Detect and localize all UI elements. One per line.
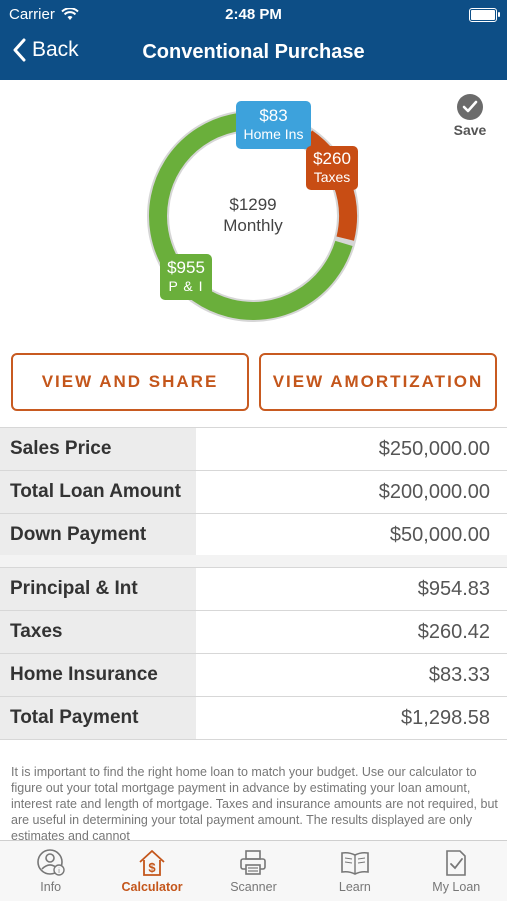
row-label: Total Payment bbox=[0, 697, 196, 739]
navigation-bar: Back Conventional Purchase bbox=[0, 28, 507, 80]
table-row-down-payment[interactable]: Down Payment $50,000.00 bbox=[0, 514, 507, 557]
tab-learn[interactable]: Learn bbox=[304, 841, 405, 901]
calculator-house-dollar-icon: $ bbox=[139, 850, 165, 876]
row-value: $250,000.00 bbox=[378, 438, 490, 460]
row-label: Down Payment bbox=[0, 514, 196, 556]
tab-label: Calculator bbox=[121, 880, 183, 894]
checkmark-icon bbox=[457, 94, 483, 120]
donut-center: $1299 Monthly bbox=[147, 194, 359, 236]
printer-icon bbox=[240, 850, 267, 875]
table-row-total-loan-amount[interactable]: Total Loan Amount $200,000.00 bbox=[0, 471, 507, 514]
loan-summary-table: Sales Price $250,000.00 Total Loan Amoun… bbox=[0, 427, 507, 557]
table-row-total-payment[interactable]: Total Payment $1,298.58 bbox=[0, 697, 507, 740]
tab-label: Learn bbox=[338, 880, 371, 894]
tab-label: My Loan bbox=[432, 880, 481, 894]
section-divider bbox=[0, 555, 507, 567]
svg-text:i: i bbox=[58, 868, 60, 875]
top-bar: Carrier 2:48 PM Back Conventional Purcha… bbox=[0, 0, 507, 80]
svg-text:$: $ bbox=[148, 860, 156, 875]
home-insurance-segment-label[interactable]: $83 Home Ins bbox=[236, 101, 311, 149]
row-value: $954.83 bbox=[417, 578, 490, 600]
tab-scanner[interactable]: Scanner bbox=[203, 841, 304, 901]
monthly-label: Monthly bbox=[223, 216, 283, 235]
taxes-amount: $260 bbox=[313, 149, 351, 168]
row-value: $1,298.58 bbox=[401, 707, 490, 729]
principal-interest-name: P & I bbox=[168, 278, 204, 294]
book-icon bbox=[341, 851, 369, 875]
battery-icon bbox=[469, 8, 500, 22]
view-and-share-button[interactable]: VIEW AND SHARE bbox=[11, 353, 249, 411]
row-label: Principal & Int bbox=[0, 568, 196, 610]
chevron-left-icon bbox=[13, 38, 26, 62]
taxes-segment-label[interactable]: $260 Taxes bbox=[306, 146, 358, 190]
table-row-home-insurance[interactable]: Home Insurance $83.33 bbox=[0, 654, 507, 697]
status-time: 2:48 PM bbox=[225, 6, 282, 23]
tab-label: Scanner bbox=[230, 880, 277, 894]
tab-info[interactable]: i Info bbox=[0, 841, 101, 901]
disclaimer-text: It is important to find the right home l… bbox=[11, 765, 498, 840]
document-check-icon bbox=[446, 850, 467, 876]
wifi-icon bbox=[61, 8, 79, 20]
carrier-name: Carrier bbox=[9, 6, 55, 23]
table-row-sales-price[interactable]: Sales Price $250,000.00 bbox=[0, 428, 507, 471]
monthly-total: $1299 bbox=[229, 195, 277, 214]
tab-bar: i Info $ Calculator Scanner Learn bbox=[0, 840, 507, 901]
taxes-name: Taxes bbox=[313, 169, 351, 185]
row-value: $50,000.00 bbox=[389, 524, 490, 546]
row-value: $83.33 bbox=[428, 664, 490, 686]
back-button[interactable]: Back bbox=[12, 38, 79, 62]
row-label: Sales Price bbox=[0, 428, 196, 470]
table-row-principal-int[interactable]: Principal & Int $954.83 bbox=[0, 568, 507, 611]
tab-calculator[interactable]: $ Calculator bbox=[101, 841, 202, 901]
table-row-taxes[interactable]: Taxes $260.42 bbox=[0, 611, 507, 654]
carrier-indicator: Carrier bbox=[9, 6, 79, 23]
row-value: $200,000.00 bbox=[378, 481, 490, 503]
tab-my-loan[interactable]: My Loan bbox=[406, 841, 507, 901]
home-insurance-name: Home Ins bbox=[243, 126, 304, 142]
principal-interest-segment-label[interactable]: $955 P & I bbox=[160, 254, 212, 300]
home-insurance-amount: $83 bbox=[259, 106, 288, 125]
payment-breakdown-table: Principal & Int $954.83 Taxes $260.42 Ho… bbox=[0, 567, 507, 740]
info-person-icon: i bbox=[36, 849, 65, 876]
save-button[interactable]: Save bbox=[450, 94, 490, 138]
tab-label: Info bbox=[40, 880, 62, 894]
row-label: Home Insurance bbox=[0, 654, 196, 696]
row-label: Taxes bbox=[0, 611, 196, 653]
back-label: Back bbox=[32, 38, 79, 61]
row-value: $260.42 bbox=[417, 621, 490, 643]
status-bar: Carrier 2:48 PM bbox=[0, 0, 507, 28]
view-amortization-button[interactable]: VIEW AMORTIZATION bbox=[259, 353, 497, 411]
save-label: Save bbox=[453, 122, 487, 138]
page-title: Conventional Purchase bbox=[142, 41, 365, 63]
principal-interest-amount: $955 bbox=[167, 258, 205, 277]
row-label: Total Loan Amount bbox=[0, 471, 196, 513]
